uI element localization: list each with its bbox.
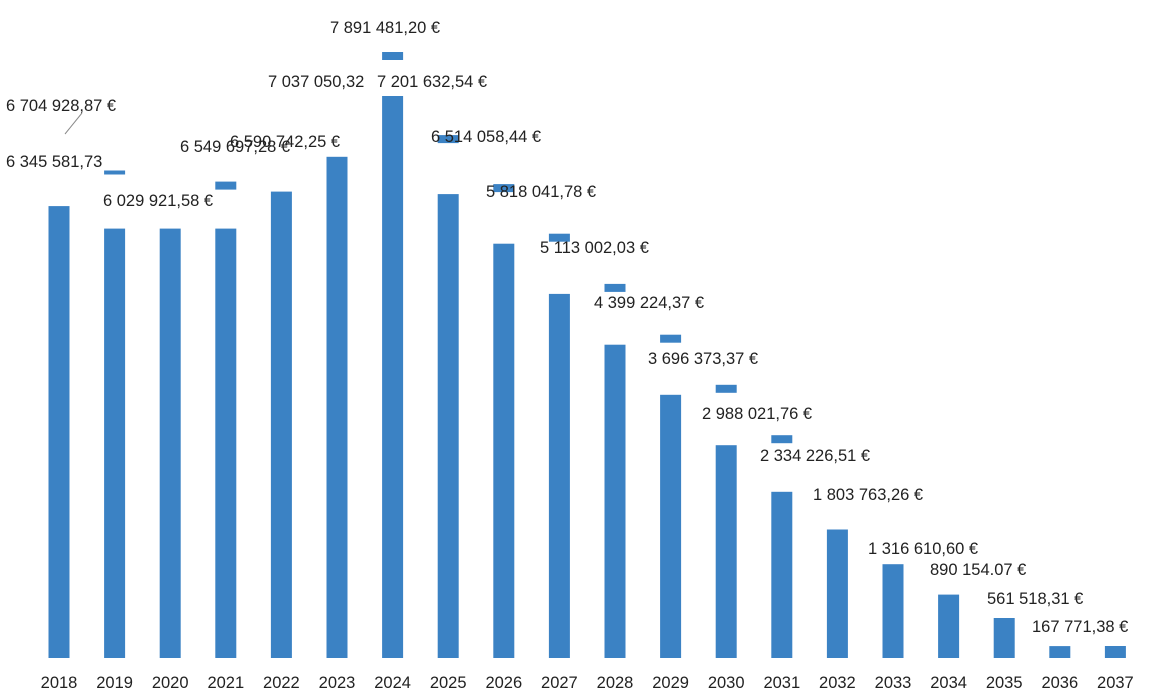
x-tick-2031: 2031 — [763, 674, 800, 692]
secondary-cap-2029 — [660, 334, 682, 343]
bar-2022 — [270, 191, 292, 658]
bar-2029 — [660, 394, 682, 658]
value-label-2030: 3 696 373,37 € — [648, 350, 758, 368]
x-tick-labels-group: 2018 2019 2020 2021 2022 2023 2024 2025 2026 2027… — [41, 674, 1134, 692]
secondary-cap-2031 — [771, 435, 793, 444]
secondary-cap-2030 — [715, 384, 737, 393]
bar-2034 — [938, 594, 960, 658]
secondary-cap-2028 — [604, 283, 626, 292]
value-label-2031: 2 988 021,76 € — [702, 405, 812, 423]
value-label-2033: 1 803 763,26 € — [813, 486, 923, 504]
value-label-2034: 1 316 610,60 € — [868, 540, 978, 558]
leader-line — [64, 112, 83, 135]
secondary-cap-2021 — [215, 181, 237, 190]
value-labels-group: 6 345 581,73 6 704 928,87 € 6 029 921,58 €… — [6, 19, 1128, 636]
bar-2021 — [215, 228, 237, 658]
value-label-2024: 7 891 481,20 € — [330, 19, 440, 37]
x-tick-2034: 2034 — [930, 674, 967, 692]
value-label-2021: 6 549 697,28 € — [180, 138, 290, 156]
value-label-2035: 890 154.07 € — [930, 561, 1026, 579]
secondary-cap-2024 — [382, 52, 404, 60]
x-tick-2035: 2035 — [986, 674, 1023, 692]
x-tick-2019: 2019 — [96, 674, 133, 692]
value-label-2022: 6 590 742,25 € — [230, 133, 340, 151]
secondary-caps-group — [104, 52, 793, 444]
bar-2037 — [1104, 646, 1126, 658]
bar-2025 — [437, 194, 459, 658]
x-tick-2023: 2023 — [319, 674, 356, 692]
x-tick-2029: 2029 — [652, 674, 689, 692]
bars-group — [48, 96, 1126, 659]
value-label-2026: 6 514 058,44 € — [431, 128, 541, 146]
bar-2033 — [882, 564, 904, 658]
bar-2031 — [771, 491, 793, 658]
value-label-2027: 5 818 041,78 € — [486, 183, 596, 201]
bar-2023 — [326, 156, 348, 659]
bar-2032 — [826, 529, 848, 658]
x-tick-2028: 2028 — [597, 674, 634, 692]
x-tick-2027: 2027 — [541, 674, 578, 692]
x-tick-2018: 2018 — [41, 674, 78, 692]
bar-2028 — [604, 344, 626, 658]
x-tick-2021: 2021 — [207, 674, 244, 692]
x-tick-2020: 2020 — [152, 674, 189, 692]
value-label-2028: 5 113 002,03 € — [540, 239, 649, 257]
secondary-cap-2025 — [437, 135, 459, 144]
value-label-2036: 561 518,31 € — [987, 590, 1083, 608]
value-label-2037: 167 771,38 € — [1032, 618, 1128, 636]
value-label-2023: 7 037 050,32 — [268, 73, 364, 91]
value-label-2018: 6 345 581,73 — [6, 153, 102, 171]
bar-2027 — [548, 293, 570, 658]
bar-2026 — [493, 243, 515, 658]
bar-2020 — [159, 228, 181, 658]
value-label-2020: 6 029 921,58 € — [103, 192, 213, 210]
secondary-cap-2026 — [493, 184, 515, 193]
bar-2035 — [993, 618, 1015, 658]
x-tick-2022: 2022 — [263, 674, 300, 692]
secondary-cap-2027 — [548, 233, 570, 242]
x-tick-2026: 2026 — [485, 674, 522, 692]
bar-2030 — [715, 445, 737, 658]
bar-2019 — [104, 228, 126, 658]
x-tick-2030: 2030 — [708, 674, 745, 692]
x-tick-2032: 2032 — [819, 674, 856, 692]
x-tick-2037: 2037 — [1097, 674, 1134, 692]
value-label-2032: 2 334 226,51 € — [760, 447, 870, 465]
bar-2024 — [382, 96, 404, 658]
value-label-2025: 7 201 632,54 € — [377, 73, 487, 91]
bar-2018 — [48, 206, 70, 658]
x-tick-2025: 2025 — [430, 674, 467, 692]
secondary-cap-2019 — [104, 170, 126, 175]
value-label-2019: 6 704 928,87 € — [6, 97, 116, 115]
x-tick-2036: 2036 — [1041, 674, 1078, 692]
value-label-2029: 4 399 224,37 € — [594, 294, 704, 312]
x-tick-2033: 2033 — [875, 674, 912, 692]
x-tick-2024: 2024 — [374, 674, 411, 692]
bar-2036 — [1049, 646, 1071, 658]
